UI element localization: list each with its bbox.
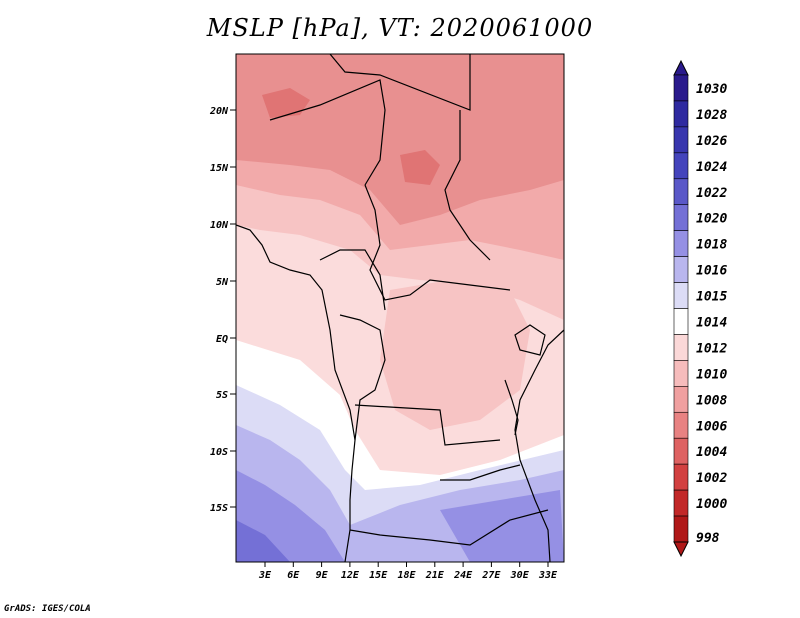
lat-tick-label: 20N — [209, 106, 229, 117]
lon-tick-label: 30E — [510, 570, 530, 581]
border-sahara-3 — [444, 110, 491, 261]
colorbar-label: 1002 — [696, 471, 727, 486]
longitude-axis: 3E 6E 9E 12E 15E 18E 21E 24E 27E 30E 33E — [258, 562, 558, 581]
colorbar-label: 1024 — [696, 160, 727, 175]
coastline-west-africa — [236, 224, 356, 562]
coastline-east — [514, 329, 564, 562]
colorbar-swatch — [673, 100, 689, 128]
colorbar-swatch — [673, 437, 689, 465]
colorbar-swatch — [673, 411, 689, 439]
colorbar-label: 1018 — [696, 238, 727, 253]
colorbar-swatch — [673, 74, 689, 102]
lake-tanganyika — [504, 379, 519, 436]
coastlines-borders — [236, 54, 564, 562]
colorbar-label: 1022 — [696, 186, 727, 201]
lat-tick-label: 5N — [216, 277, 229, 288]
lake-victoria — [514, 324, 546, 356]
field-high3 — [236, 470, 564, 562]
footer-credit: GrADS: IGES/COLA — [4, 604, 91, 614]
colorbar-label: 1015 — [696, 290, 727, 305]
colorbar-swatch — [673, 463, 689, 491]
lon-tick-label: 24E — [453, 570, 473, 581]
colorbar-swatch — [673, 152, 689, 180]
colorbar-label: 1030 — [696, 82, 727, 97]
border-congo — [339, 314, 386, 441]
colorbar-label: 1012 — [696, 341, 727, 356]
colorbar-label: 1020 — [696, 212, 727, 227]
lon-tick-label: 6E — [287, 570, 300, 581]
border-sahara-1 — [329, 54, 471, 111]
colorbar-swatch — [673, 178, 689, 206]
border-south-2 — [349, 509, 549, 546]
pressure-field — [236, 54, 564, 562]
border-south-1 — [354, 404, 501, 446]
lat-tick-label: 15S — [210, 503, 228, 514]
field-band-low — [236, 54, 564, 225]
map-frame — [235, 53, 565, 563]
latitude-axis: 20N 15N 10N 5N EQ 5S 10S 15S — [209, 106, 236, 514]
colorbar-label: 998 — [696, 531, 720, 546]
border-central-1 — [364, 184, 511, 301]
colorbar-swatch — [673, 360, 689, 387]
colorbar-label: 1004 — [696, 445, 727, 460]
colorbar-top-arrow — [673, 59, 689, 76]
field-high4 — [236, 520, 290, 562]
colorbar-swatch — [673, 204, 689, 231]
lon-tick-label: 15E — [369, 570, 388, 581]
lon-tick-label: 18E — [397, 570, 416, 581]
lon-tick-label: 3E — [258, 570, 272, 581]
map-title: MSLP [hPa], VT: 2020061000 — [206, 14, 594, 42]
colorbar-swatch — [673, 308, 689, 335]
lat-tick-label: 5S — [216, 390, 228, 401]
colorbar-swatch — [673, 230, 689, 257]
border-central-2 — [319, 249, 386, 311]
colorbar-bottom-arrow — [673, 541, 689, 558]
colorbar-label: 1028 — [696, 108, 727, 123]
colorbar-label: 1010 — [696, 367, 727, 382]
colorbar: 1030 1028 1026 1024 1022 1020 1018 1016 1015 1014… — [673, 59, 727, 558]
colorbar-swatch — [673, 489, 689, 517]
lat-tick-label: EQ — [216, 334, 228, 345]
lon-tick-label: 21E — [425, 570, 445, 581]
lat-tick-label: 10N — [210, 220, 229, 231]
colorbar-label: 1014 — [696, 315, 727, 330]
colorbar-swatch — [673, 515, 689, 543]
lon-tick-label: 33E — [538, 570, 558, 581]
field-band-lowest-1 — [262, 88, 310, 118]
colorbar-swatch — [673, 334, 689, 361]
colorbar-label: 1008 — [696, 393, 727, 408]
colorbar-swatch — [673, 386, 689, 413]
border-south-3 — [440, 464, 521, 481]
colorbar-label: 1000 — [696, 497, 727, 512]
colorbar-label: 1026 — [696, 134, 727, 149]
lon-tick-label: 27E — [481, 570, 501, 581]
colorbar-label: 1016 — [696, 264, 727, 279]
colorbar-swatch — [673, 282, 689, 309]
colorbar-swatch — [673, 256, 689, 283]
field-band-lowest-2 — [400, 150, 440, 185]
lat-tick-label: 15N — [210, 163, 229, 174]
colorbar-swatch — [673, 126, 689, 154]
field-central-mid — [380, 280, 530, 430]
lon-tick-label: 12E — [341, 570, 360, 581]
colorbar-label: 1006 — [696, 419, 727, 434]
border-sahara-2 — [269, 79, 386, 186]
lat-tick-label: 10S — [210, 447, 228, 458]
lon-tick-label: 9E — [316, 570, 329, 581]
